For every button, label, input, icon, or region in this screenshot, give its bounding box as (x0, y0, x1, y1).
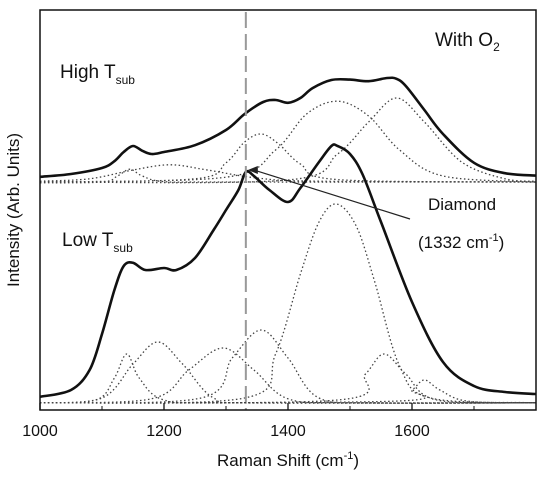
series-bottom-component-9 (39, 347, 537, 404)
x-tick-layer: 1000 1200 1400 1600 (22, 403, 475, 440)
with-o2-label-sub: 2 (493, 40, 500, 54)
x-axis-title: Raman Shift (cm-1) (217, 450, 359, 470)
diamond-arrow-line (254, 169, 411, 220)
low-tsub-label-main: Low T (62, 230, 114, 251)
low-tsub-label-sub: sub (113, 241, 133, 255)
series-top-fit-0 (39, 76, 537, 179)
diamond-wavenumber-label: (1332 cm-1) (418, 232, 504, 252)
diamond-arrow-head (247, 166, 258, 174)
x-tick-label-1600: 1600 (394, 423, 430, 440)
diamond-wavenumber-pre: (1332 cm (418, 233, 489, 252)
x-tick-label-1400: 1400 (270, 423, 306, 440)
diamond-wavenumber-post: ) (499, 233, 505, 252)
high-tsub-label: High Tsub (60, 62, 135, 87)
series-bottom-component-8 (39, 341, 537, 404)
with-o2-label: With O2 (435, 30, 500, 54)
diamond-label: Diamond (428, 195, 496, 214)
high-tsub-label-main: High T (60, 62, 116, 83)
series-bottom-fit-6 (39, 143, 537, 399)
x-tick-label-1000: 1000 (22, 423, 58, 440)
series-top-component-3 (39, 133, 537, 183)
x-tick-label-1200: 1200 (146, 423, 182, 440)
y-axis-title: Intensity (Arb. Units) (4, 133, 23, 287)
x-axis-title-close: ) (353, 451, 359, 470)
series-bottom-component-10 (39, 329, 537, 404)
x-axis-title-sup: -1 (344, 450, 354, 462)
series-top-component-2 (39, 164, 537, 183)
series-top-component-4 (39, 100, 537, 183)
series-bottom-component-13 (39, 379, 537, 404)
low-tsub-label: Low Tsub (62, 230, 133, 255)
with-o2-label-main: With O (435, 30, 493, 51)
series-bottom-component-11 (39, 203, 537, 404)
diamond-wavenumber-sup: -1 (489, 232, 499, 244)
series-layer (39, 76, 537, 404)
series-top-component-5 (39, 97, 537, 184)
high-tsub-label-sub: sub (116, 73, 136, 87)
x-axis-title-main: Raman Shift (cm (217, 451, 344, 470)
